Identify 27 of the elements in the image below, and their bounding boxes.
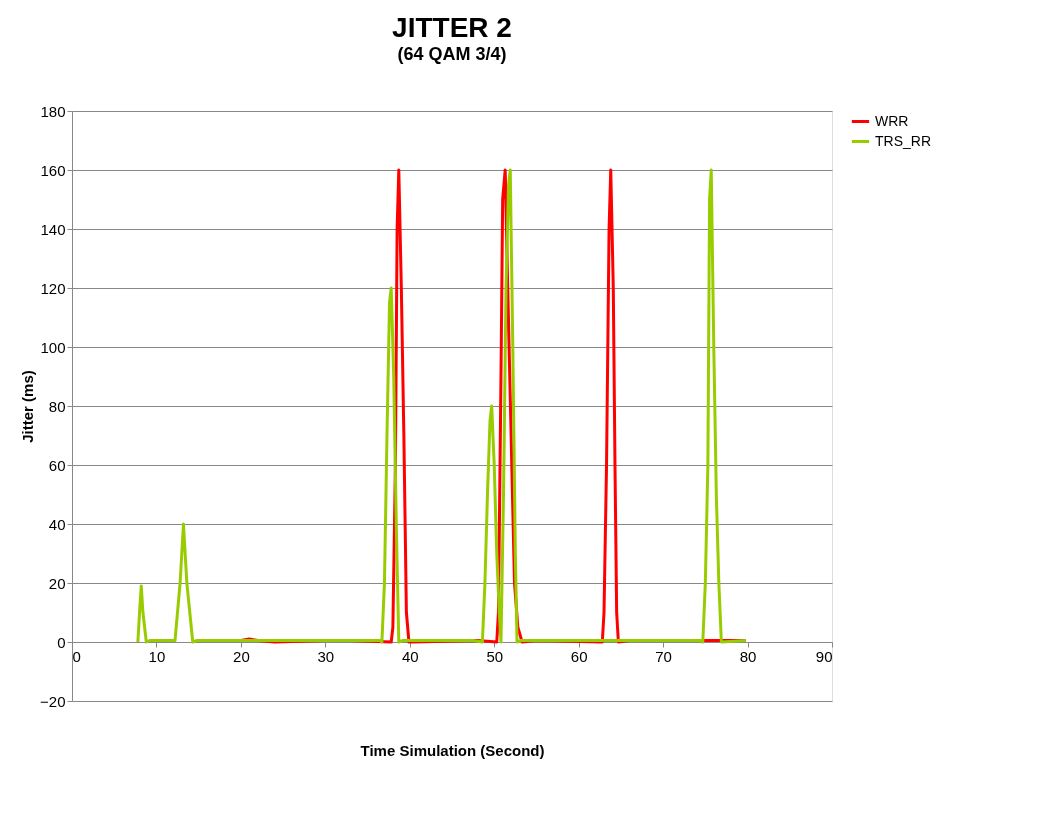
legend-label: WRR xyxy=(875,112,909,129)
y-tick-label: 0 xyxy=(57,633,66,651)
y-tick-label: 180 xyxy=(40,102,66,120)
y-tick-label: 80 xyxy=(48,397,66,415)
x-tick-label: 70 xyxy=(655,647,672,665)
x-tick-label: 50 xyxy=(486,647,504,665)
y-tick-label: 140 xyxy=(40,220,66,238)
legend-label: TRS_RR xyxy=(875,132,932,149)
y-tick-label: 40 xyxy=(48,515,66,533)
y-axis-title: Jitter (ms) xyxy=(19,370,37,443)
x-tick-label: 10 xyxy=(148,647,166,665)
x-tick-label: 20 xyxy=(233,647,250,665)
y-tick-label: 100 xyxy=(40,338,66,356)
x-tick-label: 40 xyxy=(401,647,419,665)
x-tick-label: 80 xyxy=(739,647,757,665)
y-tick-label: 160 xyxy=(40,161,66,179)
y-tick-label: 20 xyxy=(48,574,66,592)
chart-title: JITTER 2 xyxy=(392,12,512,43)
y-tick-label: −20 xyxy=(40,692,66,710)
y-tick-label: 120 xyxy=(40,279,66,297)
x-axis-title: Time Simulation (Second) xyxy=(360,741,545,759)
x-tick-label: 90 xyxy=(815,647,833,665)
chart-subtitle: (64 QAM 3/4) xyxy=(397,44,507,64)
x-tick-label: 0 xyxy=(72,647,81,665)
x-tick-label: 30 xyxy=(317,647,335,665)
x-tick-label: 60 xyxy=(570,647,588,665)
y-tick-label: 60 xyxy=(48,456,66,474)
